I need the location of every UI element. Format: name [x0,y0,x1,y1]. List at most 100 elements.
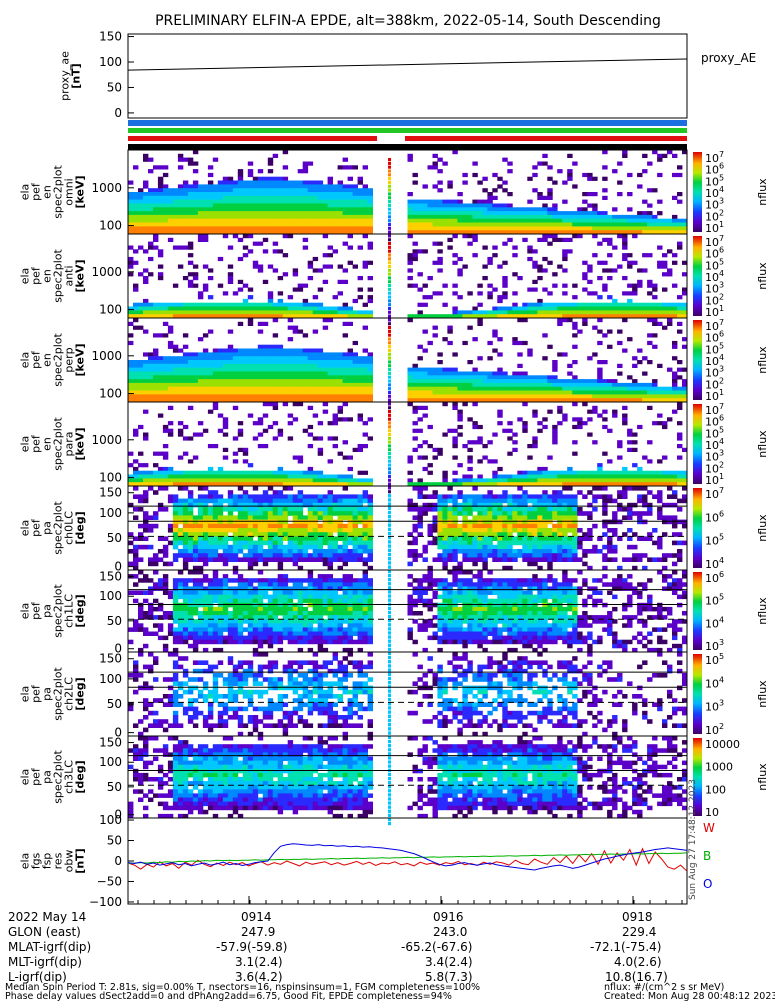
heatmap-cell [173,204,178,208]
heatmap-cell [567,154,572,158]
heatmap-cell [602,219,607,223]
heatmap-cell [163,478,168,482]
heatmap-cell [388,215,391,218]
heatmap-cell [477,494,482,499]
heatmap-cell [452,494,457,499]
heatmap-cell [532,375,537,379]
axis-label-line: [keV] [74,259,87,292]
heatmap-cell [363,223,368,227]
heatmap-cell [298,520,303,525]
heatmap-cell [268,215,273,219]
heatmap-cell [408,471,413,475]
heatmap-cell [133,387,138,391]
heatmap-cell [587,215,592,219]
heatmap-cell [243,192,248,196]
heatmap-cell [497,391,502,395]
heatmap-cell [233,200,238,204]
heatmap-cell [522,471,527,475]
heatmap-cell [243,349,248,353]
heatmap-cell [677,310,682,314]
heatmap-cell [672,173,677,177]
heatmap-cell [238,433,243,437]
heatmap-cell [138,536,143,541]
heatmap-cell [278,184,283,188]
heatmap-cell [288,383,293,387]
heatmap-cell [368,511,373,516]
heatmap-cell [233,436,238,440]
heatmap-cell [283,494,288,499]
heatmap-cell [283,524,288,529]
heatmap-cell [218,219,223,223]
heatmap-cell [437,507,442,512]
heatmap-cell [667,478,672,482]
heatmap-cell [447,520,452,525]
heatmap-cell [168,207,173,211]
heatmap-cell [268,486,273,491]
heatmap-cell [587,268,592,272]
heatmap-cell [532,215,537,219]
heatmap-cell [343,402,348,406]
heatmap-cell [328,360,333,364]
heatmap-cell [313,499,318,504]
heatmap-cell [208,444,213,448]
heatmap-cell [582,307,587,311]
heatmap-cell [193,207,198,211]
heatmap-cell [542,425,547,429]
heatmap-cell [213,520,218,525]
heatmap-cell [423,486,428,491]
heatmap-cell [278,249,283,253]
heatmap-cell [388,204,391,207]
heatmap-cell [213,536,218,541]
heatmap-cell [343,383,348,387]
heatmap-cell [218,545,223,550]
heatmap-cell [368,204,373,208]
heatmap-cell [477,503,482,508]
heatmap-cell [183,391,188,395]
heatmap-cell [183,536,188,541]
heatmap-cell [353,265,358,269]
heatmap-cell [497,375,502,379]
heatmap-cell [133,507,138,512]
colorbar-label: nflux [756,262,769,290]
heatmap-cell [423,545,428,550]
heatmap-cell [423,204,428,208]
heatmap-cell [677,242,682,246]
heatmap-cell [148,356,153,360]
heatmap-cell [253,200,258,204]
heatmap-cell [363,215,368,219]
heatmap-cell [178,375,183,379]
heatmap-cell [338,204,343,208]
heatmap-cell [153,557,158,562]
heatmap-cell [437,545,442,550]
heatmap-cell [418,204,423,208]
heatmap-cell [547,391,552,395]
heatmap-cell [328,528,333,533]
heatmap-cell [258,177,263,181]
heatmap-cell [203,536,208,541]
heatmap-cell [437,553,442,558]
heatmap-cell [423,368,428,372]
heatmap-cell [642,471,647,475]
heatmap-cell [308,425,313,429]
heatmap-cell [323,226,328,230]
heatmap-cell [358,549,363,554]
heatmap-cell [477,511,482,516]
heatmap-cell [163,333,168,337]
heatmap-cell [527,379,532,383]
heatmap-cell [303,515,308,520]
heatmap-cell [153,333,158,337]
heatmap-cell [203,368,208,372]
heatmap-cell [662,387,667,391]
heatmap-cell [632,471,637,475]
heatmap-cell [348,215,353,219]
heatmap-cell [388,425,391,428]
heatmap-cell [268,223,273,227]
heatmap-cell [667,417,672,421]
heatmap-cell [348,515,353,520]
heatmap-cell [233,541,238,546]
heatmap-cell [363,368,368,372]
heatmap-cell [243,541,248,546]
heatmap-cell [363,545,368,550]
heatmap-cell [243,379,248,383]
heatmap-cell [577,471,582,475]
